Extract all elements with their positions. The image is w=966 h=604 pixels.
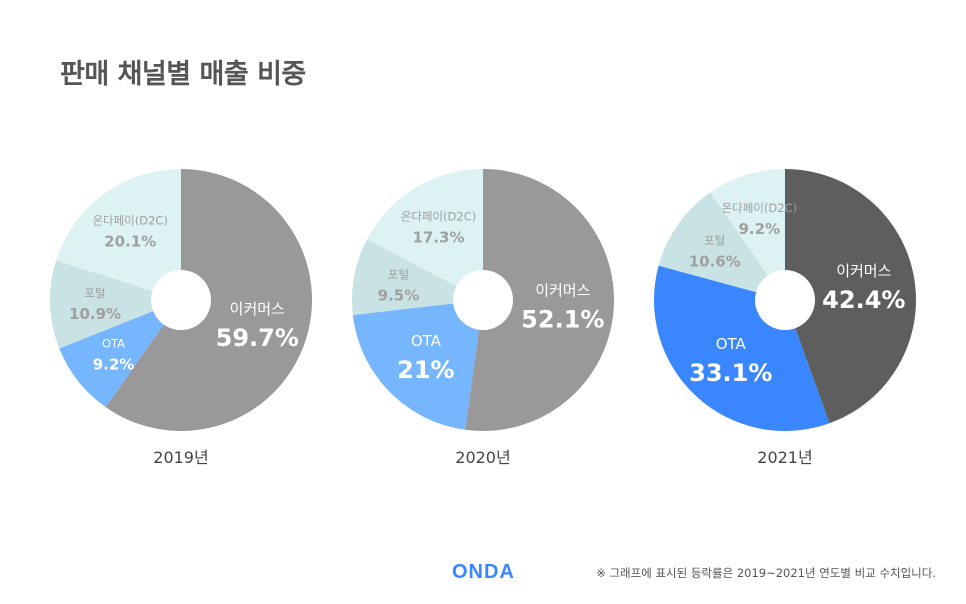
pie-chart-2: 이커머스 42.4% OTA 33.1% 포털 10.6% 온다페이(D2C) 9.2% 202…	[654, 169, 917, 467]
slice-value: 17.3%	[412, 228, 464, 246]
slice-value: 9.2%	[93, 355, 135, 373]
pie-slice	[465, 169, 614, 431]
pie-slice	[658, 192, 785, 300]
pie-chart-1: 이커머스 52.1% OTA 21% 포털 9.5% 온다페이(D2C) 17.3% 2020년	[352, 169, 614, 467]
slice-label: 포털	[388, 267, 409, 281]
slice-value: 20.1%	[104, 233, 156, 251]
slice-label: OTA	[411, 332, 442, 350]
slice-value: 21%	[397, 356, 454, 384]
slice-label: 이커머스	[535, 281, 590, 299]
slice-value: 33.1%	[689, 359, 772, 387]
pie-chart-0: 이커머스 59.7% OTA 9.2% 포털 10.9% 온다페이(D2C) 20.1% 201…	[49, 169, 312, 467]
year-label: 2021년	[757, 448, 812, 467]
footnote: ※ 그래프에 표시된 등락률은 2019~2021년 연도별 비교 수치입니다.	[596, 566, 936, 580]
pie-slice	[59, 300, 182, 408]
slice-value: 9.5%	[378, 286, 420, 304]
pie-slice	[56, 169, 181, 300]
slice-label: 포털	[704, 233, 725, 247]
slice-label: OTA	[716, 335, 747, 353]
year-label: 2020년	[455, 448, 510, 467]
pie-hole	[755, 270, 815, 330]
slice-value: 52.1%	[521, 305, 604, 333]
slice-value: 42.4%	[822, 286, 905, 314]
slice-label: 온다페이(D2C)	[722, 201, 798, 215]
pie-slice	[352, 300, 483, 430]
slice-label: 온다페이(D2C)	[92, 214, 168, 228]
pie-slice	[710, 169, 785, 300]
slice-value: 10.6%	[689, 252, 741, 270]
slice-label: 온다페이(D2C)	[401, 209, 477, 223]
pie-slice	[366, 169, 483, 300]
slice-label: OTA	[102, 336, 125, 350]
slice-label: 이커머스	[836, 262, 891, 280]
slice-label: 이커머스	[230, 300, 285, 318]
slice-label: 포털	[84, 286, 105, 300]
page-title: 판매 채널별 매출 비중	[60, 59, 306, 90]
pie-hole	[453, 270, 513, 330]
pie-hole	[151, 270, 211, 330]
pie-slice	[785, 169, 917, 424]
onda-logo: ONDA	[452, 561, 515, 583]
slice-value: 10.9%	[69, 305, 121, 323]
pie-slice	[49, 260, 182, 349]
year-label: 2019년	[153, 448, 208, 467]
slice-value: 9.2%	[739, 220, 781, 238]
slice-value: 59.7%	[216, 324, 299, 352]
pie-slice	[352, 239, 483, 316]
